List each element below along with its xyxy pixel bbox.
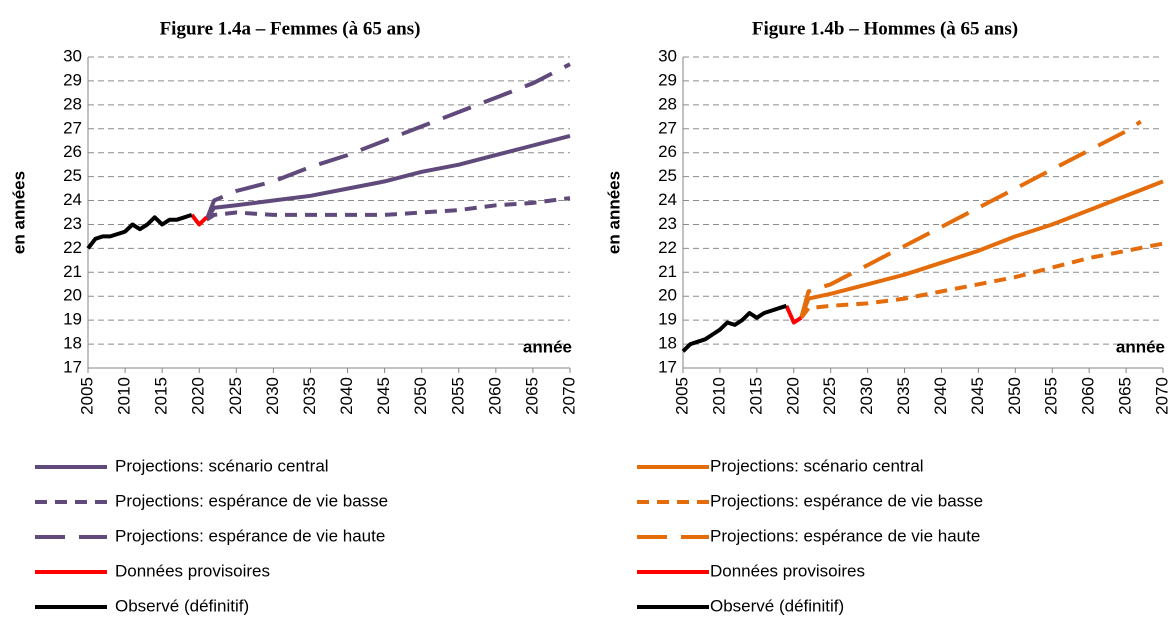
chart-title: Figure 1.4b – Hommes (à 65 ans) bbox=[752, 18, 1018, 39]
legend-label: Observé (définitif) bbox=[710, 596, 844, 615]
x-tick-label: 2030 bbox=[263, 377, 282, 415]
y-axis-label: en années bbox=[604, 171, 623, 254]
x-tick-label: 2035 bbox=[300, 377, 319, 415]
series-line bbox=[205, 196, 571, 222]
y-tick-label: 26 bbox=[63, 142, 82, 161]
y-tick-label: 24 bbox=[658, 190, 677, 209]
x-tick-label: 2045 bbox=[374, 377, 393, 415]
y-tick-label: 18 bbox=[658, 334, 677, 353]
legend-label: Projections: espérance de vie haute bbox=[710, 526, 980, 545]
legend-label: Projections: espérance de vie haute bbox=[115, 526, 385, 545]
y-tick-label: 21 bbox=[63, 262, 82, 281]
y-tick-label: 20 bbox=[63, 286, 82, 305]
x-tick-label: 2070 bbox=[559, 377, 578, 415]
x-tick-label: 2055 bbox=[1042, 377, 1061, 415]
y-tick-label: 20 bbox=[658, 286, 677, 305]
series-line bbox=[784, 304, 803, 325]
x-tick-label: 2050 bbox=[411, 377, 430, 415]
x-tick-label: 2040 bbox=[931, 377, 950, 415]
series-line bbox=[86, 212, 193, 250]
y-tick-label: 26 bbox=[658, 142, 677, 161]
x-tick-label: 2025 bbox=[820, 377, 839, 415]
y-tick-label: 21 bbox=[658, 262, 677, 281]
series-line bbox=[681, 303, 788, 353]
legend-label: Observé (définitif) bbox=[115, 596, 249, 615]
y-tick-label: 17 bbox=[658, 357, 677, 376]
y-tick-label: 17 bbox=[63, 357, 82, 376]
x-tick-label: 2015 bbox=[746, 377, 765, 415]
legend-label: Projections: espérance de vie basse bbox=[710, 491, 983, 510]
x-tick-label: 2010 bbox=[709, 377, 728, 415]
y-tick-label: 29 bbox=[63, 70, 82, 89]
x-tick-label: 2060 bbox=[1079, 377, 1098, 415]
x-tick-label: 2050 bbox=[1005, 377, 1024, 415]
legend-label: Projections: scénario central bbox=[115, 456, 329, 475]
y-tick-label: 27 bbox=[658, 118, 677, 137]
x-tick-label: 2070 bbox=[1152, 377, 1171, 415]
series-line bbox=[204, 62, 571, 221]
x-tick-label: 2055 bbox=[448, 377, 467, 415]
series-line bbox=[799, 241, 1164, 320]
y-tick-label: 23 bbox=[63, 214, 82, 233]
y-tick-label: 22 bbox=[63, 238, 82, 257]
series-line bbox=[190, 213, 208, 227]
y-tick-label: 23 bbox=[658, 214, 677, 233]
series-line bbox=[204, 133, 571, 221]
y-tick-label: 28 bbox=[658, 94, 677, 113]
x-tick-label: 2020 bbox=[189, 377, 208, 415]
x-tick-label: 2005 bbox=[77, 377, 96, 415]
series-line bbox=[799, 119, 1142, 319]
x-axis-label: année bbox=[523, 337, 572, 356]
x-tick-label: 2010 bbox=[115, 377, 134, 415]
legend-label: Projections: espérance de vie basse bbox=[115, 491, 388, 510]
y-tick-label: 19 bbox=[63, 310, 82, 329]
y-tick-label: 25 bbox=[63, 166, 82, 185]
x-tick-label: 2040 bbox=[337, 377, 356, 415]
x-tick-label: 2060 bbox=[485, 377, 504, 415]
x-tick-label: 2005 bbox=[672, 377, 691, 415]
x-tick-label: 2015 bbox=[152, 377, 171, 415]
y-tick-label: 24 bbox=[63, 190, 82, 209]
series-line bbox=[799, 179, 1164, 319]
x-tick-label: 2020 bbox=[783, 377, 802, 415]
chart-title: Figure 1.4a – Femmes (à 65 ans) bbox=[160, 18, 421, 39]
x-tick-label: 2065 bbox=[1116, 377, 1135, 415]
y-tick-label: 28 bbox=[63, 94, 82, 113]
y-tick-label: 19 bbox=[658, 310, 677, 329]
x-tick-label: 2025 bbox=[226, 377, 245, 415]
y-tick-label: 18 bbox=[63, 334, 82, 353]
legend-label: Projections: scénario central bbox=[710, 456, 924, 475]
y-tick-label: 30 bbox=[658, 46, 677, 65]
x-tick-label: 2045 bbox=[968, 377, 987, 415]
x-tick-label: 2065 bbox=[522, 377, 541, 415]
x-tick-label: 2030 bbox=[857, 377, 876, 415]
legend-label: Données provisoires bbox=[710, 561, 865, 580]
x-axis-label: année bbox=[1116, 337, 1165, 356]
y-tick-label: 29 bbox=[658, 70, 677, 89]
x-tick-label: 2035 bbox=[894, 377, 913, 415]
y-tick-label: 22 bbox=[658, 238, 677, 257]
y-tick-label: 30 bbox=[63, 46, 82, 65]
y-tick-label: 25 bbox=[658, 166, 677, 185]
legend-label: Données provisoires bbox=[115, 561, 270, 580]
y-tick-label: 27 bbox=[63, 118, 82, 137]
y-axis-label: en années bbox=[9, 171, 28, 254]
